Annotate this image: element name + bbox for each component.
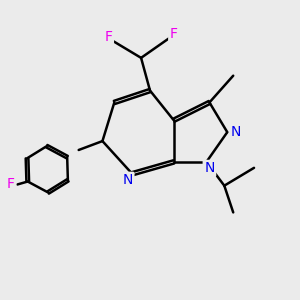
Text: F: F [104, 30, 112, 44]
Text: N: N [230, 125, 241, 139]
Text: N: N [122, 173, 133, 187]
Text: N: N [204, 161, 214, 176]
Text: F: F [170, 27, 178, 41]
Text: F: F [7, 178, 15, 191]
